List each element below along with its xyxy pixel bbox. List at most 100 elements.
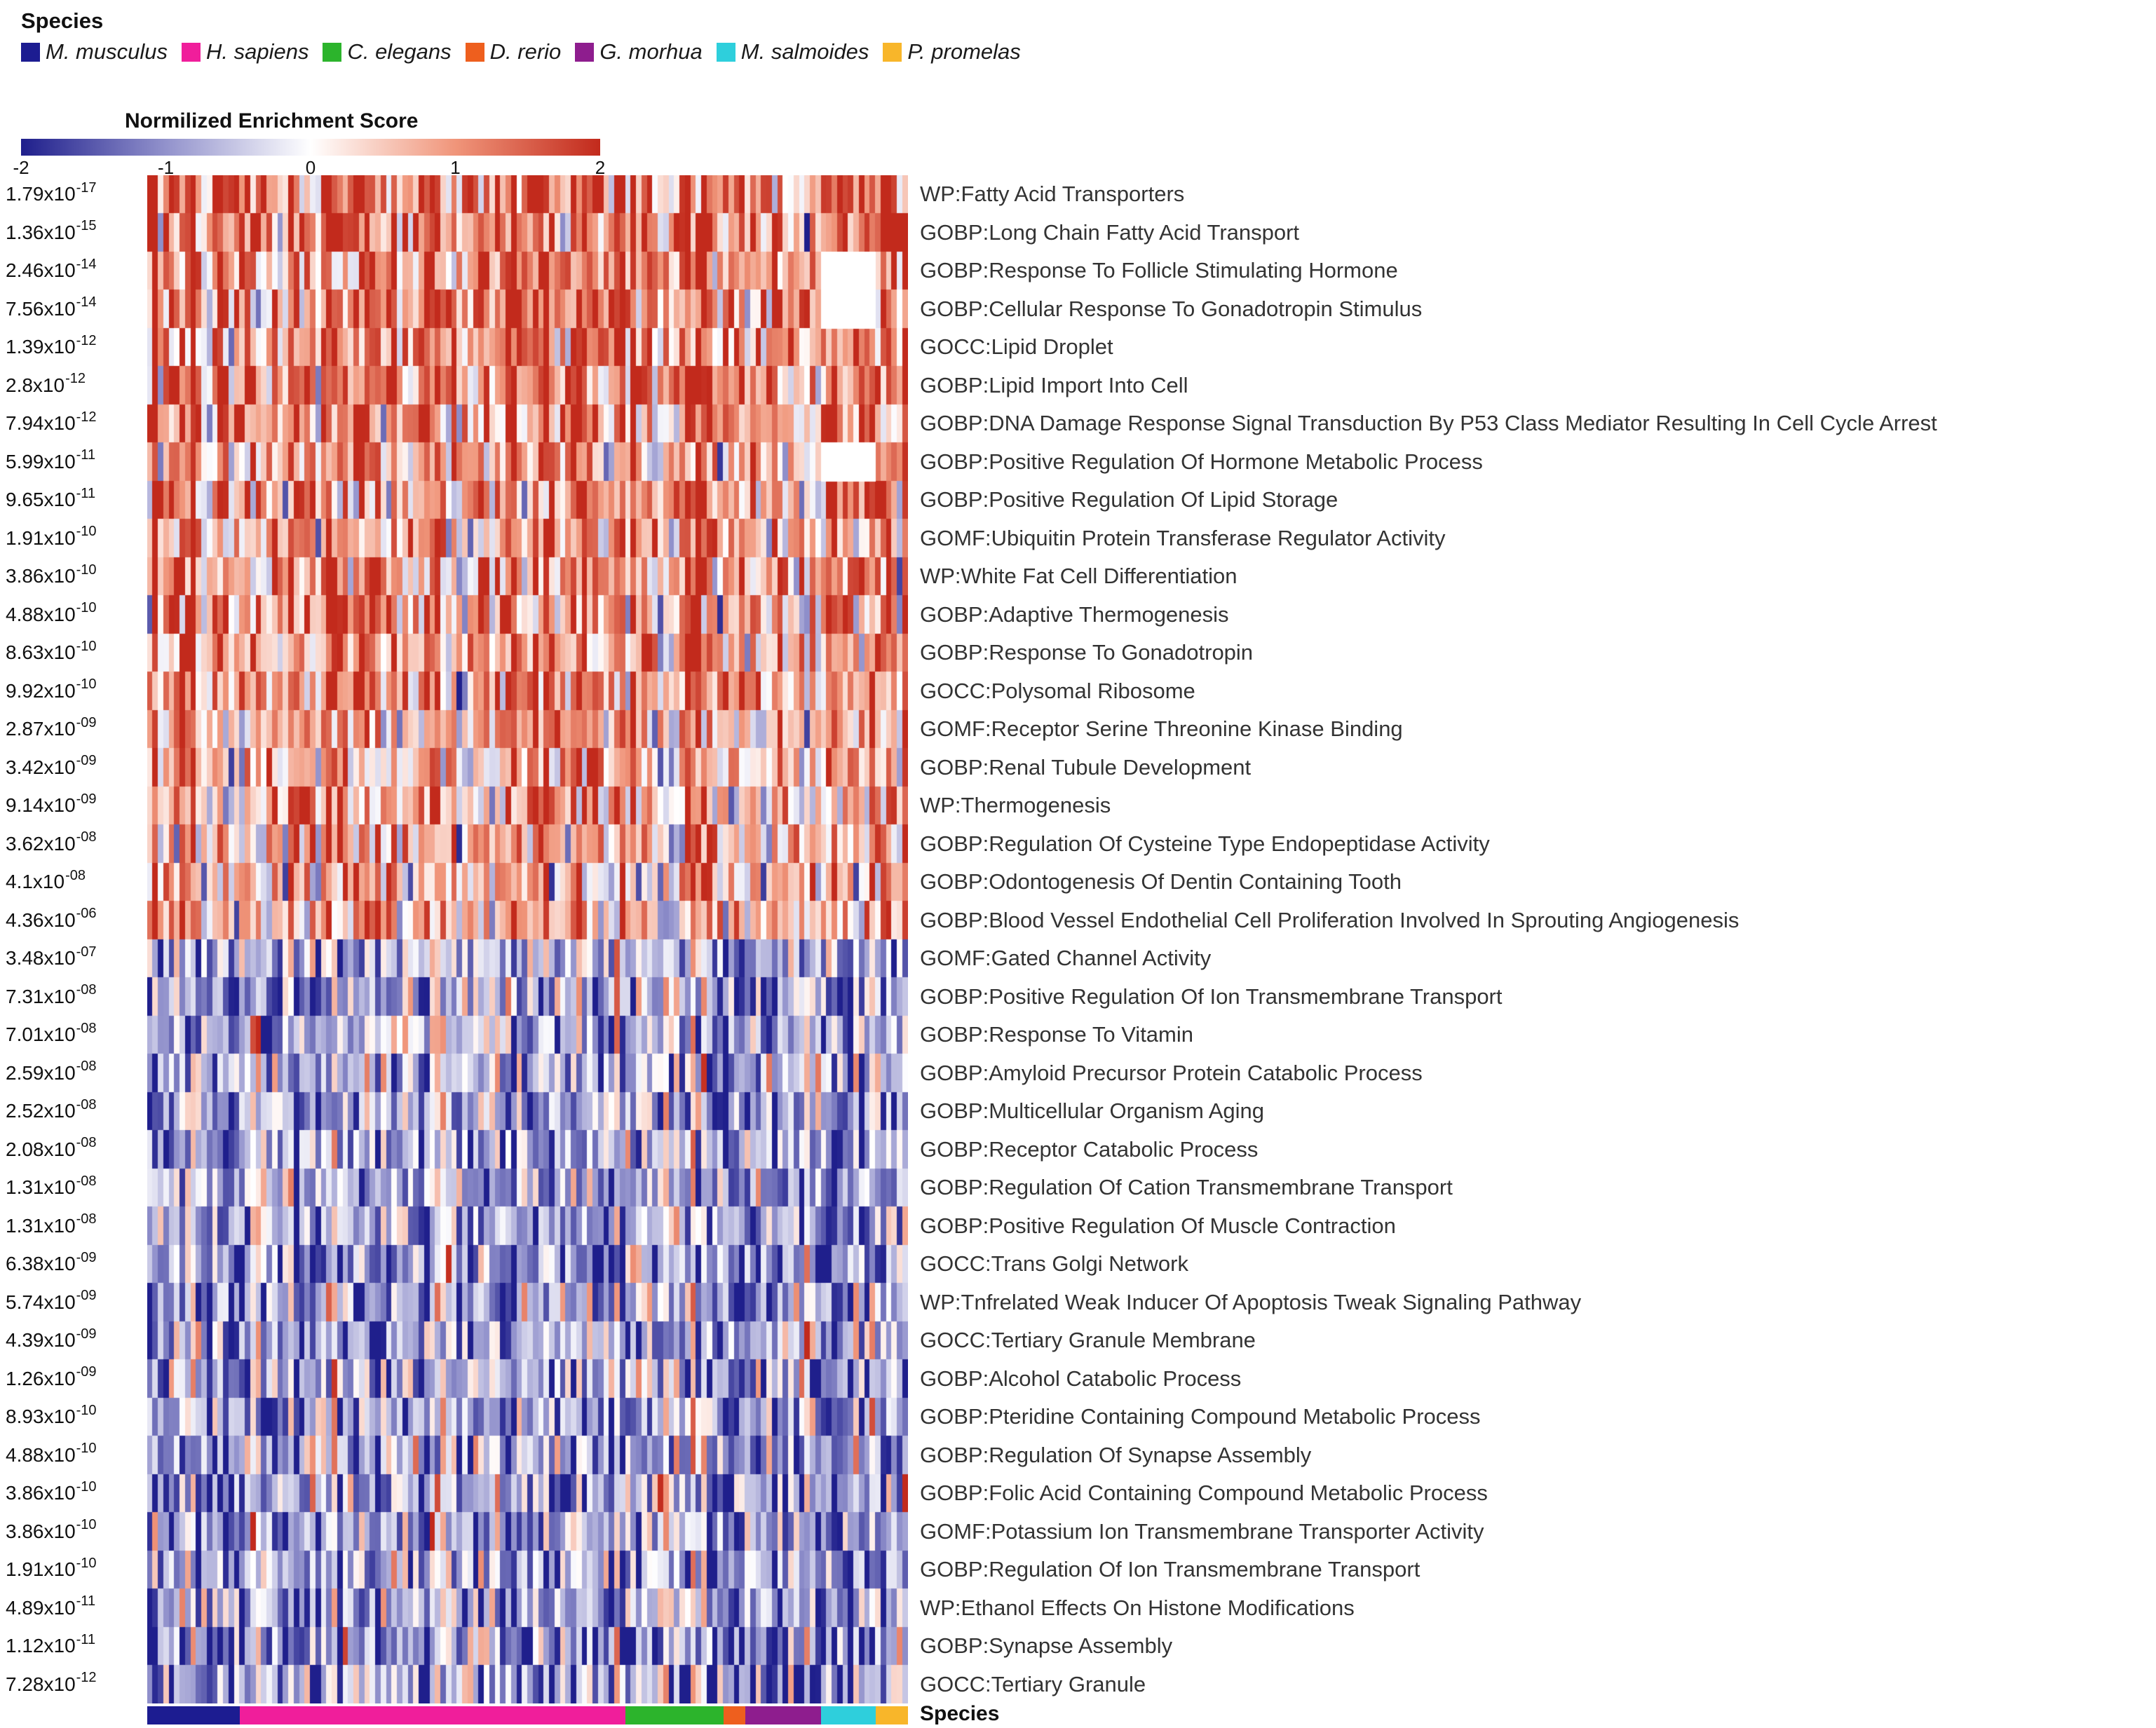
- row-pvalue-label: 3.86x10 -10: [6, 1513, 143, 1551]
- species-swatch: [323, 42, 342, 62]
- row-pvalue-label: 4.88x10 -10: [6, 1436, 143, 1475]
- row-pvalue-label: 1.31x10 -08: [6, 1207, 143, 1246]
- pvalue-base: 4.1x10: [6, 871, 65, 893]
- pvalue-exponent: -11: [76, 485, 96, 501]
- pvalue-base: 8.63x10: [6, 641, 76, 664]
- row-pvalue-label: 1.26x10 -09: [6, 1360, 143, 1399]
- species-color-bar: [147, 1706, 908, 1724]
- row-pathway-label: GOBP:Response To Gonadotropin: [920, 640, 1254, 665]
- row-pathway-label: GOBP:Regulation Of Cation Transmembrane …: [920, 1175, 1453, 1200]
- pvalue-exponent: -08: [76, 1173, 97, 1189]
- row-pathway-label: GOBP:Regulation Of Ion Transmembrane Tra…: [920, 1557, 1421, 1582]
- pvalue-base: 2.52x10: [6, 1100, 76, 1122]
- row-pathway-label: WP:White Fat Cell Differentiation: [920, 564, 1238, 589]
- colorbar-gradient: [21, 139, 600, 156]
- row-pvalue-label: 8.93x10 -10: [6, 1398, 143, 1436]
- pvalue-exponent: -10: [76, 638, 97, 654]
- legend-item: M. salmoides: [716, 39, 869, 64]
- row-pvalue-label: 7.94x10 -12: [6, 404, 143, 443]
- pvalue-exponent: -11: [76, 447, 96, 463]
- pvalue-exponent: -12: [65, 371, 86, 387]
- pvalue-base: 2.8x10: [6, 374, 65, 396]
- bottom-species-label: Species: [920, 1702, 1000, 1725]
- pvalue-exponent: -14: [76, 256, 97, 272]
- row-pathway-label: GOMF:Potassium Ion Transmembrane Transpo…: [920, 1518, 1484, 1544]
- pvalue-exponent: -08: [76, 1135, 97, 1151]
- row-pathway-label: GOMF:Ubiquitin Protein Transferase Regul…: [920, 525, 1446, 550]
- pvalue-exponent: -10: [76, 1402, 97, 1418]
- colorbar-tick-label: 1: [450, 157, 461, 178]
- pvalue-exponent: -09: [76, 1364, 97, 1380]
- colorbar-ticks: -2 -1 0 1 2: [13, 157, 605, 178]
- row-pvalue-label: 5.74x10 -09: [6, 1284, 143, 1322]
- pvalue-base: 1.26x10: [6, 1367, 76, 1389]
- pvalue-exponent: -08: [76, 1096, 97, 1113]
- pvalue-base: 1.12x10: [6, 1635, 76, 1657]
- colorbar-tick-label: 2: [595, 157, 606, 178]
- pvalue-base: 7.28x10: [6, 1673, 76, 1695]
- row-pvalue-label: 3.62x10 -08: [6, 825, 143, 864]
- species-name: G. morhua: [599, 39, 703, 64]
- pvalue-exponent: -10: [76, 1441, 97, 1457]
- pvalue-base: 1.36x10: [6, 221, 76, 243]
- pvalue-exponent: -08: [65, 867, 86, 883]
- pvalue-base: 4.89x10: [6, 1596, 76, 1619]
- pvalue-exponent: -09: [76, 791, 97, 807]
- row-pvalue-label: 1.79x10 -17: [6, 175, 143, 214]
- pvalue-exponent: -09: [76, 1249, 97, 1265]
- row-pathway-label: GOBP:Amyloid Precursor Protein Catabolic…: [920, 1060, 1423, 1085]
- row-pathway-label: WP:Thermogenesis: [920, 793, 1111, 818]
- legend-item: D. rerio: [465, 39, 561, 64]
- pvalue-base: 7.56x10: [6, 297, 76, 320]
- row-pvalue-label: 3.42x10 -09: [6, 749, 143, 787]
- row-pathway-label: GOBP:Response To Follicle Stimulating Ho…: [920, 258, 1398, 283]
- species-legend: M. musculus H. sapiens C. elegans D. rerio G…: [21, 39, 1021, 64]
- pvalue-exponent: -10: [76, 1517, 97, 1533]
- row-pathway-label: GOBP:Regulation Of Synapse Assembly: [920, 1442, 1312, 1467]
- row-pathway-label: GOMF:Gated Channel Activity: [920, 946, 1212, 971]
- row-pvalue-label: 4.88x10 -10: [6, 596, 143, 634]
- row-pvalue-label: 8.63x10 -10: [6, 634, 143, 672]
- species-bar-segment: [625, 1706, 724, 1724]
- pvalue-base: 3.62x10: [6, 832, 76, 855]
- pvalue-base: 3.86x10: [6, 1482, 76, 1504]
- pvalue-base: 2.87x10: [6, 718, 76, 740]
- row-pvalue-label: 1.39x10 -12: [6, 328, 143, 367]
- legend-item: G. morhua: [575, 39, 703, 64]
- species-swatch: [716, 42, 735, 62]
- pvalue-base: 8.93x10: [6, 1406, 76, 1428]
- row-pathway-label: GOBP:Multicellular Organism Aging: [920, 1098, 1265, 1124]
- row-pathway-label: GOBP:Folic Acid Containing Compound Meta…: [920, 1481, 1488, 1506]
- row-pathway-label: GOBP:Cellular Response To Gonadotropin S…: [920, 296, 1423, 321]
- pvalue-exponent: -08: [76, 982, 97, 998]
- species-name: C. elegans: [347, 39, 452, 64]
- pvalue-exponent: -10: [76, 562, 97, 578]
- pvalue-base: 3.42x10: [6, 756, 76, 778]
- species-name: P. promelas: [907, 39, 1021, 64]
- species-bar-segment: [745, 1706, 821, 1724]
- row-pvalue-label: 1.31x10 -08: [6, 1169, 143, 1207]
- pvalue-base: 7.31x10: [6, 985, 76, 1007]
- row-pvalue-label: 7.28x10 -12: [6, 1666, 143, 1704]
- colorbar-tick-label: -2: [13, 157, 29, 178]
- row-pathway-label: GOBP:Receptor Catabolic Process: [920, 1136, 1259, 1162]
- pvalue-base: 1.79x10: [6, 183, 76, 205]
- row-pvalue-label: 1.91x10 -10: [6, 519, 143, 558]
- pvalue-base: 7.94x10: [6, 412, 76, 435]
- pvalue-base: 1.91x10: [6, 526, 76, 549]
- pvalue-base: 4.36x10: [6, 909, 76, 931]
- row-pathway-label: GOMF:Receptor Serine Threonine Kinase Bi…: [920, 716, 1403, 742]
- pvalue-base: 1.39x10: [6, 336, 76, 358]
- pvalue-base: 5.74x10: [6, 1291, 76, 1313]
- pvalue-base: 7.01x10: [6, 1023, 76, 1046]
- row-pvalue-label: 4.36x10 -06: [6, 902, 143, 940]
- pvalue-base: 6.38x10: [6, 1253, 76, 1275]
- row-pathway-label: GOBP:Lipid Import Into Cell: [920, 372, 1188, 397]
- species-swatch: [21, 42, 40, 62]
- row-pathway-label: GOCC:Tertiary Granule Membrane: [920, 1328, 1256, 1353]
- row-pathway-label: GOCC:Lipid Droplet: [920, 334, 1113, 360]
- row-pvalue-label: 5.99x10 -11: [6, 443, 143, 482]
- row-pvalue-label: 6.38x10 -09: [6, 1245, 143, 1284]
- pvalue-exponent: -10: [76, 676, 97, 693]
- colorbar-tick-label: -1: [157, 157, 175, 178]
